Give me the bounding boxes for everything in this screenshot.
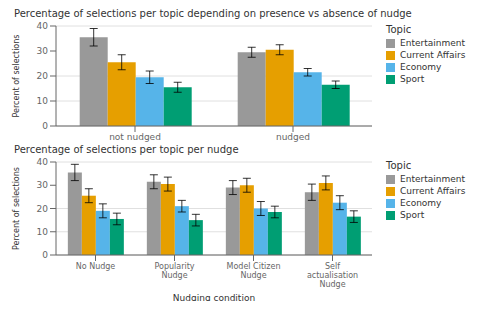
svg-text:No Nudge: No Nudge: [76, 262, 116, 271]
html-text:Entertainment: Entertainment: [400, 174, 465, 184]
svg-text:0: 0: [42, 250, 48, 260]
html-text:Entertainment: Entertainment: [400, 38, 465, 48]
svg-text:Nudging condition: Nudging condition: [173, 293, 255, 301]
svg-text:10: 10: [37, 96, 49, 106]
html-text:Current Affairs: Current Affairs: [400, 186, 466, 196]
svg-text:nudged: nudged: [276, 132, 310, 142]
html-text:Topic: Topic: [386, 160, 412, 171]
svg-text:PopularityNudge: PopularityNudge: [154, 262, 194, 280]
html-text:Sport: Sport: [400, 74, 425, 84]
svg-text:Percent of selections: Percent of selections: [12, 34, 21, 117]
svg-text:30: 30: [37, 180, 49, 190]
html-text:Current Affairs: Current Affairs: [400, 50, 466, 60]
svg-text:not nudged: not nudged: [109, 132, 161, 142]
svg-text:20: 20: [37, 71, 49, 81]
html-text:Topic: Topic: [386, 24, 412, 35]
svg-text:40: 40: [37, 157, 49, 167]
html-text:Percentage of selections per t: Percentage of selections per topic depen…: [14, 8, 412, 19]
svg-text:Model CitizenNudge: Model CitizenNudge: [227, 262, 281, 280]
svg-text:Percent of selections: Percent of selections: [12, 167, 21, 250]
svg-text:0: 0: [42, 121, 48, 131]
html-text:Sport: Sport: [400, 210, 425, 220]
html-text:Percentage of selections per t: Percentage of selections per topic per n…: [14, 144, 239, 155]
svg-text:30: 30: [37, 46, 49, 56]
html-text:Economy: Economy: [400, 62, 442, 72]
svg-text:SelfactualisationNudge: SelfactualisationNudge: [307, 262, 358, 289]
svg-text:20: 20: [37, 204, 49, 214]
svg-text:40: 40: [37, 21, 49, 31]
html-text:Economy: Economy: [400, 198, 442, 208]
svg-text:10: 10: [37, 227, 49, 237]
